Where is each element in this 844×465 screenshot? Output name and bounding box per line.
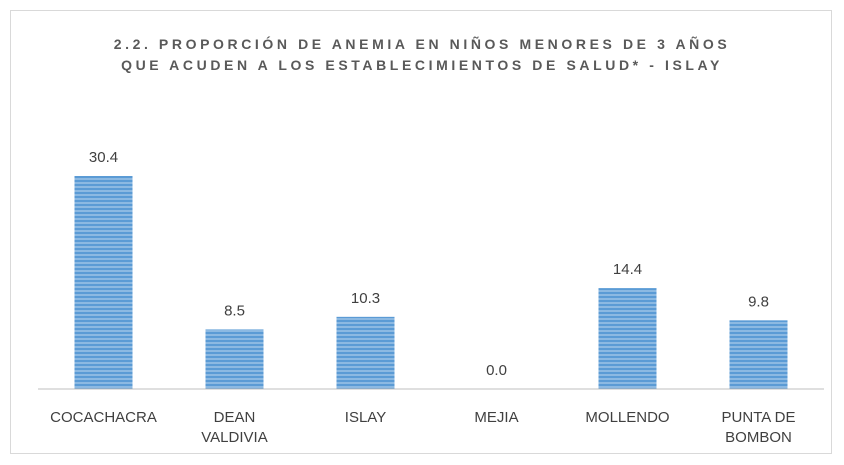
bar: [205, 329, 264, 389]
bar: [598, 288, 657, 389]
chart-title: 2.2. PROPORCIÓN DE ANEMIA EN NIÑOS MENOR…: [113, 36, 731, 73]
chart-frame: [10, 10, 832, 454]
x-tick-label: MEJIA: [474, 409, 519, 426]
x-tick-label: ISLAY: [344, 409, 387, 426]
bar: [729, 320, 788, 389]
data-label: 9.8: [748, 293, 769, 310]
data-label: 14.4: [613, 261, 642, 278]
data-label: 0.0: [486, 362, 507, 379]
x-tick-label: COCACHACRA: [50, 409, 157, 426]
bar: [336, 316, 395, 389]
data-label: 10.3: [351, 290, 380, 307]
data-label: 30.4: [89, 149, 118, 166]
bar: [74, 176, 133, 389]
data-label: 8.5: [224, 302, 245, 319]
x-tick-label: MOLLENDO: [585, 409, 670, 426]
x-tick-label: DEAN VALDIVIA: [201, 409, 268, 446]
x-tick-label: PUNTA DE BOMBON: [721, 409, 796, 446]
